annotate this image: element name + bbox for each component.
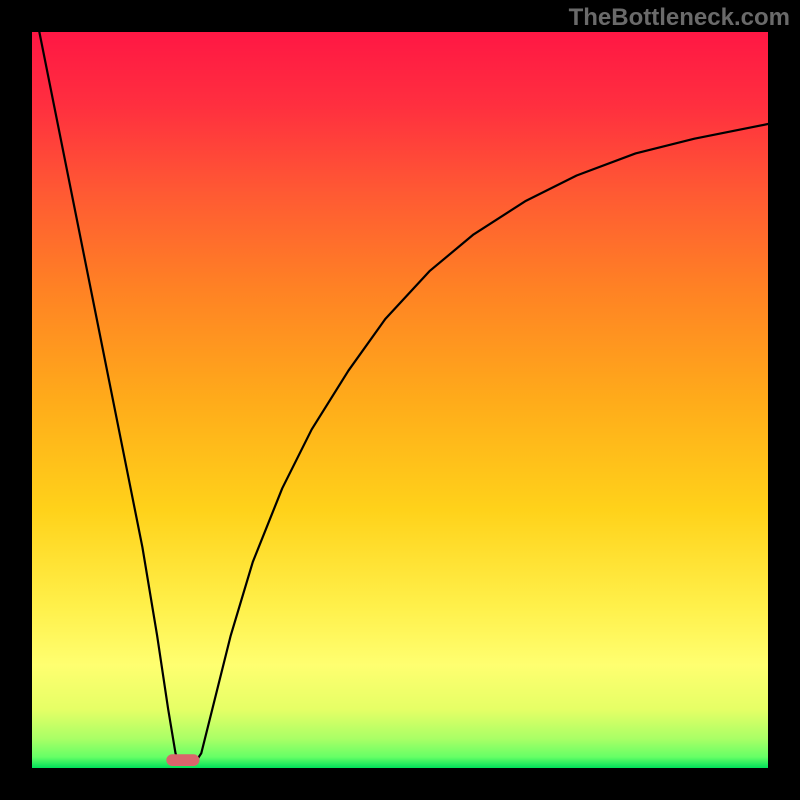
gradient-background — [32, 32, 768, 768]
minimum-marker — [166, 754, 199, 766]
plot-area — [32, 32, 768, 768]
chart-container: TheBottleneck.com — [0, 0, 800, 800]
plot-svg — [32, 32, 768, 768]
watermark-label: TheBottleneck.com — [569, 4, 790, 32]
